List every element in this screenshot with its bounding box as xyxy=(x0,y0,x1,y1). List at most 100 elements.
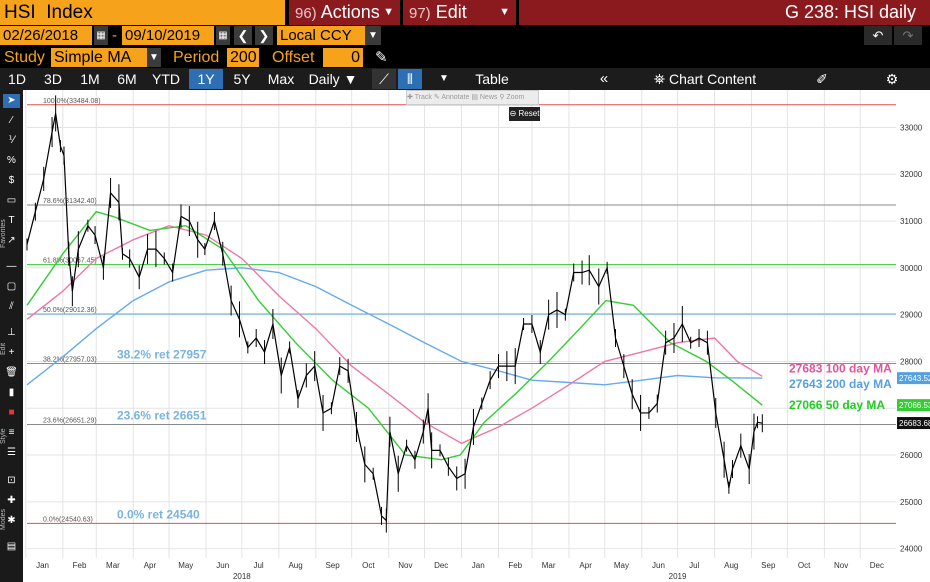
line-weight-icon[interactable]: ☰ xyxy=(7,447,16,458)
last-value-text: 27066.53 xyxy=(899,401,930,410)
collapse-icon[interactable]: « xyxy=(599,70,609,87)
favorites-tab[interactable]: Favorites xyxy=(0,219,7,248)
x-tick-label: Apr xyxy=(579,561,592,570)
fib-level-label: 0.0%(24540.63) xyxy=(43,516,93,523)
x-tick-label: Jun xyxy=(652,561,665,570)
arrow-tool-icon[interactable]: ↗ xyxy=(7,235,16,246)
mode-icon[interactable]: ⊡ xyxy=(7,475,16,486)
y-tick-label: 30000 xyxy=(900,264,923,273)
zoom-tool[interactable]: ⚲ Zoom xyxy=(499,94,525,101)
magnet-icon[interactable]: ✱ xyxy=(7,515,16,526)
news-tool[interactable]: ▤ News xyxy=(471,94,498,101)
fib-level-label: 38.2%(27957.03) xyxy=(43,356,97,363)
y-tick-label: 26000 xyxy=(900,451,923,460)
ma-series-line xyxy=(26,210,763,461)
edit-tab[interactable]: Edit xyxy=(0,342,7,355)
calendar-icon[interactable]: ▦ xyxy=(94,26,108,45)
actions-menu-button[interactable]: 96) Actions ▼ xyxy=(289,0,400,25)
study-field[interactable]: Simple MA xyxy=(51,48,147,67)
lock-icon[interactable]: ▮ xyxy=(8,387,15,398)
text-tool-icon[interactable]: T xyxy=(8,215,15,226)
cursor-icon[interactable]: ➤ xyxy=(3,94,20,108)
y-tick-label: 32000 xyxy=(900,170,923,179)
line-chart-icon[interactable]: ⟋ xyxy=(372,69,396,89)
chevron-right-icon[interactable]: ❯ xyxy=(255,26,273,45)
last-value-tag xyxy=(897,399,930,412)
line-style-icon[interactable]: ≡ xyxy=(8,427,15,438)
delete-icon[interactable]: 🗑 xyxy=(5,367,18,378)
offset-field[interactable]: 0 xyxy=(323,48,363,67)
x-tick-label: Dec xyxy=(870,561,884,570)
end-date-field[interactable]: 09/10/2019 xyxy=(122,26,214,45)
price-chart-svg: Jan Feb Mar Apr May Jun Jul Aug Sep Oct Nov Dec Jan F… xyxy=(25,90,930,581)
period-button-1d[interactable]: 1D xyxy=(8,71,26,87)
gear-icon[interactable]: ⚙ xyxy=(885,71,899,87)
period-button-1y[interactable]: 1Y xyxy=(189,69,223,89)
period-button-1m[interactable]: 1M xyxy=(80,71,100,87)
frequency-dropdown[interactable]: Daily ▼ xyxy=(308,71,358,87)
chevron-down-icon: ▼ xyxy=(499,6,510,18)
offset-label: Offset xyxy=(272,49,315,66)
study-bar: Study Simple MA ▼ Period 200 Offset 0 ✎ xyxy=(0,46,930,68)
period-button-5y[interactable]: 5Y xyxy=(233,71,251,87)
rectangle-tool-icon[interactable]: ▢ xyxy=(6,281,17,292)
x-tick-label: Jul xyxy=(253,561,263,570)
pencil-icon[interactable]: ✎ xyxy=(375,49,388,66)
modes-tab[interactable]: Modes xyxy=(0,508,7,530)
chevron-left-icon[interactable]: ❮ xyxy=(234,26,252,45)
start-date-field[interactable]: 02/26/2018 xyxy=(0,26,92,45)
undo-icon[interactable]: ↶ xyxy=(864,26,892,45)
date-range-bar: 02/26/2018 ▦ - 09/10/2019 ▦ ❮ ❯ Local CC… xyxy=(0,25,930,46)
y-tick-label: 31000 xyxy=(900,217,923,226)
track-tool[interactable]: ✚ Track xyxy=(407,94,432,101)
ticker-field[interactable]: HSI Index xyxy=(0,0,285,25)
currency-field[interactable]: Local CCY xyxy=(277,26,365,45)
cross-mode-icon[interactable]: ✚ xyxy=(7,495,16,506)
period-button-max[interactable]: Max xyxy=(267,71,295,87)
style-tab[interactable]: Style xyxy=(0,428,7,444)
fib-level-label: 78.6%(31342.40) xyxy=(43,198,97,205)
period-button-6m[interactable]: 6M xyxy=(117,71,137,87)
x-tick-label: Nov xyxy=(398,561,412,570)
retracement-icon[interactable]: % xyxy=(7,155,16,166)
graph-title: G 238: HSI daily xyxy=(519,0,930,25)
trendline-icon[interactable]: ⁄ xyxy=(10,115,13,126)
chart-content-button[interactable]: ⛯ Chart Content xyxy=(653,71,757,87)
x-tick-label: Dec xyxy=(434,561,448,570)
measure-icon[interactable]: ⊥ xyxy=(7,327,16,338)
horizontal-line-icon[interactable]: — xyxy=(6,261,17,272)
crosshair-icon[interactable]: + xyxy=(8,347,15,358)
table-button[interactable]: Table xyxy=(475,71,509,87)
period-button-ytd[interactable]: YTD xyxy=(152,71,180,87)
ma-series-line xyxy=(26,224,763,445)
chevron-down-icon[interactable]: ▼ xyxy=(147,48,161,67)
annotate-tool[interactable]: ✎ Annotate xyxy=(433,94,470,101)
color-picker-icon[interactable]: ■ xyxy=(8,407,15,418)
annotate-icon[interactable]: ✐ xyxy=(816,71,828,87)
x-tick-label: Aug xyxy=(724,561,738,570)
x-tick-label: May xyxy=(614,561,629,570)
x-year-label: 2018 xyxy=(233,572,251,581)
pitchfork-icon[interactable]: ⫽ xyxy=(9,301,14,312)
period-button-3d[interactable]: 3D xyxy=(44,71,62,87)
period-field[interactable]: 200 xyxy=(227,48,259,67)
track-label: Track xyxy=(414,94,432,101)
x-tick-label: Jun xyxy=(216,561,229,570)
layers-icon[interactable]: ▤ xyxy=(6,541,17,552)
fibonacci-icon[interactable]: ⅟ xyxy=(8,135,15,146)
price-chart[interactable]: Jan Feb Mar Apr May Jun Jul Aug Sep Oct Nov Dec Jan F… xyxy=(23,90,930,582)
news-label: News xyxy=(479,94,498,101)
title-bar: HSI Index 96) Actions ▼ 97) Edit ▼ G 238… xyxy=(0,0,930,25)
chevron-down-icon[interactable]: ▼ xyxy=(365,26,381,45)
fib-fan-icon[interactable]: $ xyxy=(8,175,15,186)
reset-zoom-button[interactable]: ⊖ Reset xyxy=(509,107,540,121)
calendar-icon[interactable]: ▦ xyxy=(216,26,230,45)
channel-icon[interactable]: ▭ xyxy=(6,195,17,206)
edit-menu-button[interactable]: 97) Edit ▼ xyxy=(403,0,516,25)
redo-icon[interactable]: ↷ xyxy=(894,26,922,45)
bar-chart-icon[interactable]: ⫴ xyxy=(398,69,422,89)
x-tick-label: Sep xyxy=(325,561,340,570)
chevron-down-icon[interactable]: ▼ xyxy=(439,73,449,84)
y-tick-label: 28000 xyxy=(900,357,923,366)
